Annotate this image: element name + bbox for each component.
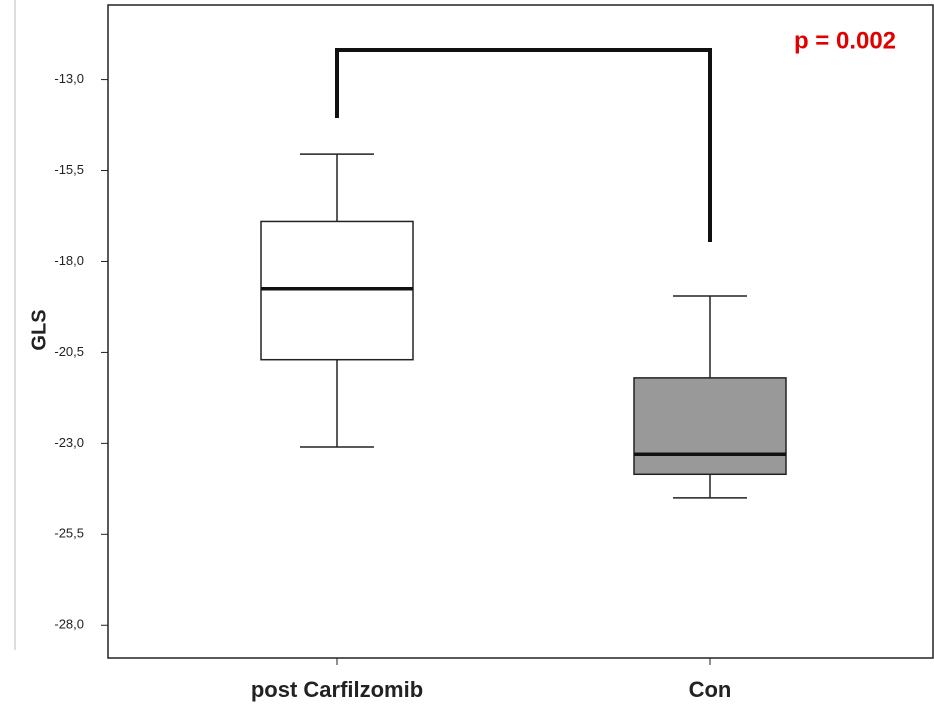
y-tick-label: -28,0 — [54, 617, 84, 632]
significance-bracket — [335, 48, 712, 242]
y-tick-label: -23,0 — [54, 435, 84, 450]
y-tick-label: -18,0 — [54, 253, 84, 268]
y-axis-label: GLS — [28, 309, 50, 350]
y-tick-label: -20,5 — [54, 344, 84, 359]
x-tick-label: Con — [689, 677, 732, 702]
plot-frame — [107, 4, 934, 659]
y-tick-label: -13,0 — [54, 71, 84, 86]
box — [260, 220, 414, 361]
y-tick-label: -15,5 — [54, 162, 84, 177]
box — [633, 377, 787, 476]
p-value: p = 0.002 — [794, 27, 896, 54]
y-tick-label: -25,5 — [54, 526, 84, 541]
x-tick-label: post Carfilzomib — [251, 677, 423, 702]
